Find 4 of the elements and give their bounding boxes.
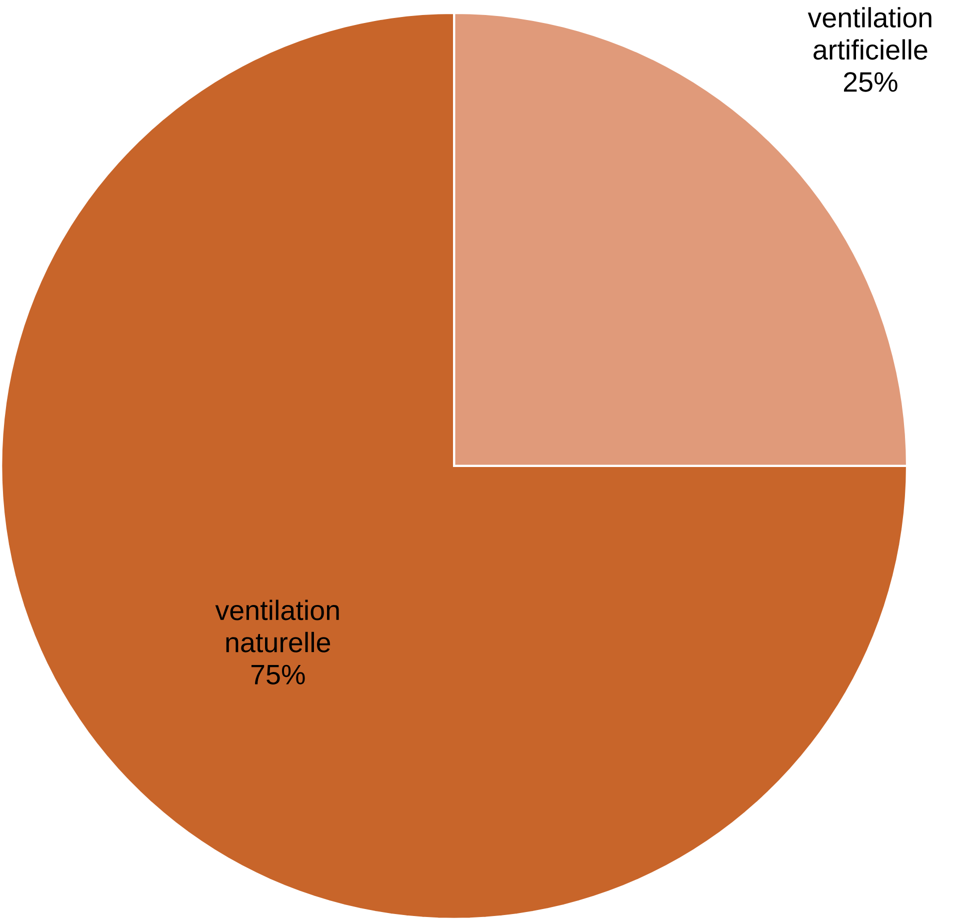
data-label: 25% <box>844 72 898 92</box>
data-label: 75% <box>251 664 305 684</box>
slice-label: ventilation artificielle <box>808 7 932 60</box>
slice-label: ventilation naturelle <box>215 600 339 652</box>
